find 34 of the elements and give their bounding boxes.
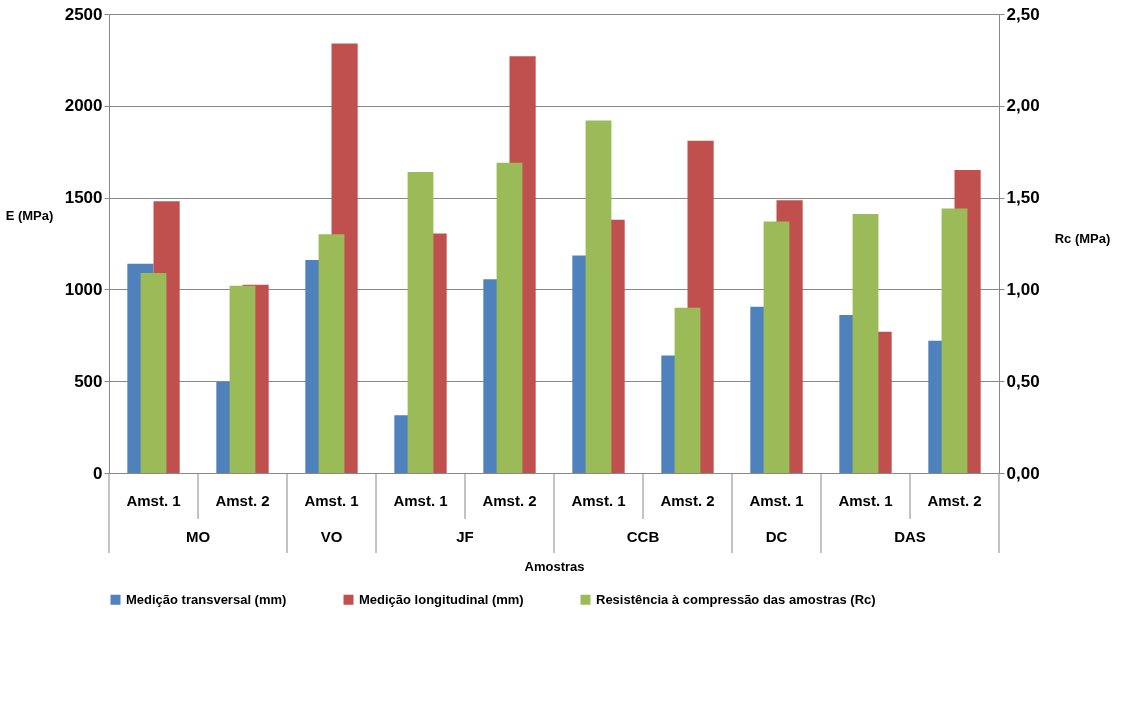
- y-axis-title: E (MPa): [5, 208, 54, 224]
- y2-tick-label: 0,00: [1006, 463, 1040, 483]
- x-tick-label: Amst. 1: [749, 491, 804, 509]
- y-tick-label: 1500: [64, 188, 103, 208]
- x-tick-label: Amst. 1: [304, 491, 359, 509]
- y-tick-label: 500: [74, 371, 103, 391]
- y-tick-label: 0: [93, 463, 103, 483]
- x-tick-label: Amst. 2: [660, 491, 715, 509]
- y2-tick-label: 0,50: [1006, 371, 1040, 391]
- y2-tick-label: 2,00: [1006, 96, 1040, 116]
- y-tick-label: 2500: [64, 4, 103, 24]
- y2-tick-label: 2,50: [1006, 4, 1040, 24]
- text: VO: [320, 528, 343, 545]
- legend-label: Medição transversal (mm): [126, 591, 287, 607]
- x-axis-title: Amostras: [524, 558, 585, 574]
- text: DC: [765, 528, 788, 545]
- y2-tick-label: 1,00: [1006, 279, 1040, 299]
- x-tick-label: Amst. 2: [927, 491, 982, 509]
- text: MO: [185, 528, 211, 545]
- x-tick-label: Amst. 2: [215, 491, 270, 509]
- legend-label: Resistência à compressão das amostras (Rc): [596, 591, 876, 607]
- text: DAS: [894, 528, 926, 545]
- x-tick-label: Amst. 1: [393, 491, 448, 509]
- x-tick-label: Amst. 2: [482, 491, 537, 509]
- text: CCB: [626, 528, 660, 545]
- y-tick-label: 2000: [64, 96, 103, 116]
- text: JF: [456, 528, 474, 545]
- legend-label: Medição longitudinal (mm): [359, 591, 524, 607]
- x-tick-label: Amst. 1: [838, 491, 893, 509]
- y2-axis-title: Rc (MPa): [1054, 231, 1111, 247]
- x-tick-label: Amst. 1: [126, 491, 181, 509]
- y2-tick-label: 1,50: [1006, 188, 1040, 208]
- x-tick-label: Amst. 1: [571, 491, 626, 509]
- y-tick-label: 1000: [64, 279, 103, 299]
